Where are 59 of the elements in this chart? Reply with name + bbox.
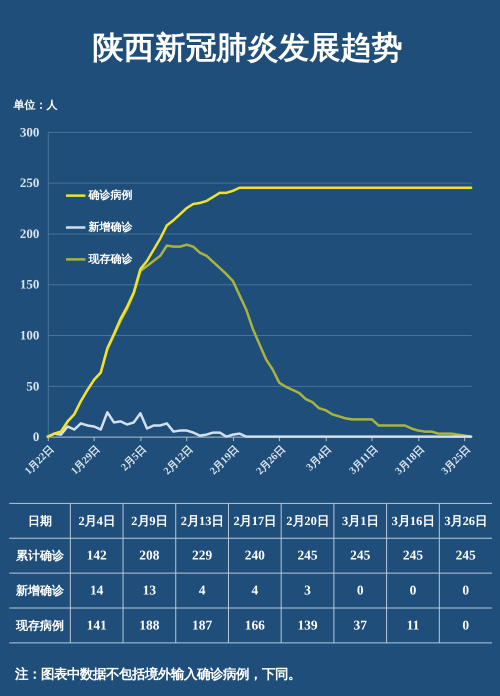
y-tick-label: 250 (20, 175, 40, 190)
data-label: 13 (142, 582, 156, 598)
data-label: 166 (244, 617, 266, 632)
x-tick-label: 1月22日 (23, 444, 56, 478)
data-label: 245 (297, 548, 318, 563)
x-tick-label: 2月4日 (78, 514, 115, 528)
data-label: 4 (198, 582, 206, 598)
legend-label: 确诊病例 (88, 188, 133, 202)
data-label: 14 (90, 582, 104, 598)
x-tick-label: 3月1日 (342, 514, 378, 528)
data-label: 245 (402, 548, 424, 563)
y-tick-label: 现存病例 (14, 618, 64, 632)
data-label: 187 (192, 617, 212, 632)
x-tick-label: 2月13日 (180, 514, 224, 528)
y-tick-label: 150 (20, 276, 40, 292)
data-label: 142 (86, 548, 108, 563)
y-axis-title: 单位：人 (12, 98, 58, 112)
x-tick-label: 3月26日 (444, 514, 488, 528)
data-label: 208 (139, 548, 160, 563)
y-tick-label: 100 (20, 328, 40, 343)
x-tick-label: 3月18日 (393, 444, 426, 478)
x-tick-label: 2月9日 (131, 514, 168, 528)
y-tick-label: 累计确诊 (14, 548, 65, 563)
x-tick-label: 2月5日 (119, 444, 149, 474)
text: 注：图表中数据不包括境外输入确诊病例，下同。 (14, 666, 302, 683)
data-label: 11 (406, 617, 420, 632)
x-tick-label: 1月29日 (69, 444, 102, 478)
data-label: 141 (86, 617, 108, 632)
data-label: 37 (354, 617, 368, 632)
data-label: 3 (304, 582, 312, 598)
data-label: 188 (139, 617, 160, 632)
x-tick-label: 2月19日 (208, 444, 242, 478)
data-label: 245 (350, 548, 371, 563)
y-tick-label: 0 (32, 429, 40, 444)
data-label: 0 (410, 582, 417, 598)
data-label: 139 (297, 617, 318, 632)
data-label: 0 (356, 582, 364, 598)
x-tick-label: 2月20日 (286, 514, 329, 528)
x-tick-label: 3月25日 (440, 444, 473, 478)
data-label: 4 (251, 582, 258, 598)
x-axis-title: 日期 (28, 514, 52, 528)
y-tick-label: 300 (20, 124, 40, 140)
legend-label: 新增确诊 (88, 220, 134, 234)
x-tick-label: 3月11日 (348, 444, 380, 477)
data-label: 229 (192, 548, 212, 563)
chart-title: 陕西新冠肺炎发展趋势 (92, 30, 403, 66)
x-tick-label: 3月16日 (392, 514, 434, 528)
data-label: 0 (462, 582, 470, 598)
data-label: 240 (244, 548, 266, 563)
data-label: 0 (462, 617, 470, 632)
x-tick-label: 3月4日 (304, 444, 334, 474)
x-tick-label: 2月12日 (162, 444, 195, 478)
y-tick-label: 50 (26, 378, 40, 394)
y-tick-label: 200 (20, 226, 40, 241)
legend-label: 现存确诊 (88, 252, 134, 266)
y-tick-label: 新增确诊 (14, 584, 65, 598)
x-tick-label: 2月17日 (233, 514, 276, 528)
data-label: 245 (456, 548, 476, 563)
x-tick-label: 2月26日 (254, 444, 288, 478)
